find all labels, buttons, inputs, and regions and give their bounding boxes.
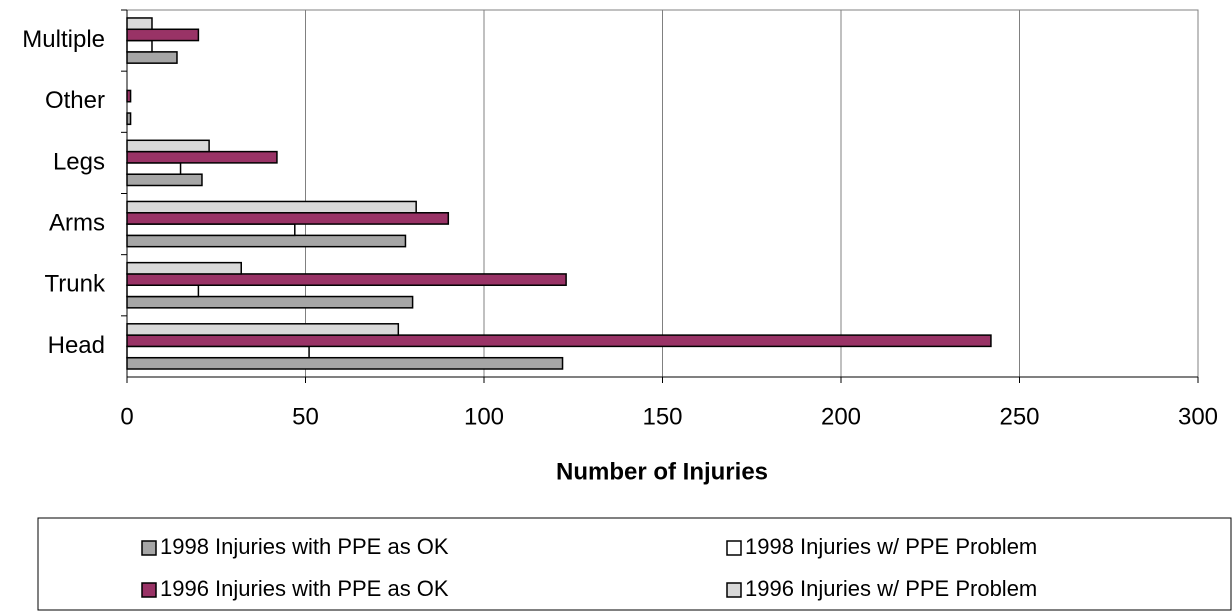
- y-tick-label: Legs: [53, 148, 105, 175]
- bar: [126, 150, 278, 164]
- legend-swatch: [726, 582, 742, 598]
- bar: [126, 162, 182, 175]
- bar: [126, 295, 414, 309]
- x-tick-label: 50: [292, 403, 319, 430]
- legend-label: 1998 Injuries with PPE as OK: [160, 534, 449, 559]
- bar: [126, 17, 153, 31]
- x-tick-label: 250: [999, 403, 1039, 430]
- bar: [126, 89, 132, 103]
- x-tick-label: 300: [1178, 403, 1218, 430]
- legend-label: 1996 Injuries w/ PPE Problem: [745, 576, 1037, 601]
- legend-swatch: [141, 582, 157, 598]
- legend: [37, 517, 1232, 611]
- bar: [126, 261, 242, 275]
- x-axis-title: Number of Injuries: [556, 458, 768, 485]
- bar: [126, 323, 400, 336]
- y-tick-label: Multiple: [22, 26, 105, 53]
- legend-swatch: [141, 540, 157, 556]
- bar: [126, 112, 132, 126]
- y-tick-label: Arms: [49, 209, 105, 236]
- bar: [126, 223, 296, 237]
- bar: [126, 356, 564, 370]
- legend-label: 1998 Injuries w/ PPE Problem: [745, 534, 1037, 559]
- bar: [126, 51, 178, 64]
- bar: [126, 345, 310, 359]
- y-tick-label: Head: [48, 332, 105, 359]
- y-tick-label: Other: [45, 87, 105, 114]
- bar: [126, 334, 992, 348]
- bar: [126, 273, 567, 286]
- bar: [126, 234, 407, 248]
- x-tick-label: 0: [120, 403, 133, 430]
- bar: [126, 139, 210, 153]
- bar: [126, 28, 200, 42]
- x-tick-label: 100: [464, 403, 504, 430]
- y-tick-label: Trunk: [45, 271, 106, 298]
- legend-swatch: [726, 540, 742, 556]
- bar: [126, 200, 417, 214]
- bar: [126, 212, 450, 225]
- x-tick-label: 200: [821, 403, 861, 430]
- bar: [126, 39, 153, 53]
- x-tick-label: 150: [642, 403, 682, 430]
- legend-label: 1996 Injuries with PPE as OK: [160, 576, 449, 601]
- bar: [126, 173, 203, 187]
- bar: [126, 284, 200, 298]
